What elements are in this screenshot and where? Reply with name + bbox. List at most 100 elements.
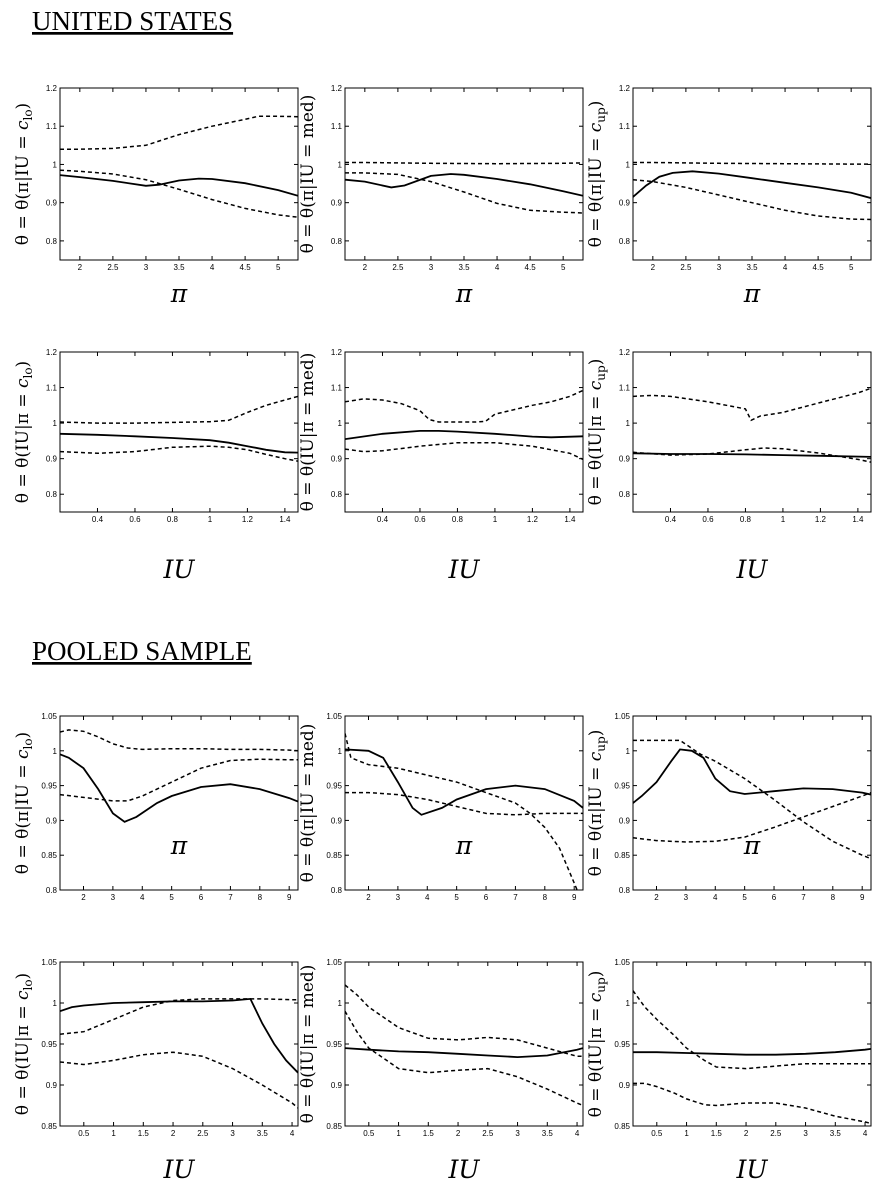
x-tick-label: 1.4 (564, 515, 576, 524)
series-line-dashed-3 (60, 115, 298, 150)
series-line-dashed-3 (633, 161, 871, 165)
x-tick-label: 1 (493, 515, 498, 524)
y-tick-label: 0.85 (41, 851, 57, 860)
y-tick-label: 0.9 (331, 199, 343, 208)
x-tick-label: 5 (169, 893, 174, 902)
x-tick-label: 9 (572, 893, 577, 902)
x-tick-label: 1.2 (242, 515, 254, 524)
x-tick-label: 0.5 (363, 1129, 375, 1138)
x-tick-label: 0.6 (414, 515, 426, 524)
section-title-united-states: UNITED STATES (32, 6, 233, 36)
plot-frame (632, 715, 872, 891)
x-axis-label: IU (163, 1155, 196, 1184)
x-tick-label: 2.5 (482, 1129, 494, 1138)
y-tick-label: 0.8 (619, 886, 631, 895)
y-tick-label: 0.9 (619, 199, 631, 208)
x-tick-label: 8 (831, 893, 836, 902)
series-line-dashed-3 (345, 161, 583, 165)
x-tick-label: 4.5 (240, 263, 252, 272)
plot-frame (59, 351, 299, 513)
x-tick-label: 1.4 (279, 515, 291, 524)
series-line-solid-1 (60, 753, 298, 823)
x-tick-label: 7 (228, 893, 233, 902)
series-line-solid-1 (345, 748, 583, 816)
x-tick-label: 1 (684, 1129, 689, 1138)
x-tick-label: 4 (783, 263, 788, 272)
y-tick-label: 0.8 (331, 886, 343, 895)
series-line-dashed-2 (633, 447, 871, 463)
y-tick-label: 1 (338, 160, 343, 169)
y-tick-label: 1.1 (331, 384, 343, 393)
y-tick-label: 0.95 (41, 1040, 57, 1049)
x-axis-label: π (743, 279, 761, 308)
x-tick-label: 8 (543, 893, 548, 902)
y-tick-label: 1 (626, 419, 631, 428)
y-tick-label: 1 (338, 999, 343, 1008)
x-tick-label: 2 (456, 1129, 461, 1138)
series-line-solid-1 (345, 1047, 583, 1059)
x-tick-label: 1.2 (527, 515, 539, 524)
plot-frame (59, 961, 299, 1127)
y-tick-label: 0.8 (46, 237, 58, 246)
y-tick-label: 0.95 (326, 1040, 342, 1049)
series-line-solid-1 (633, 1048, 871, 1056)
x-tick-label: 0.4 (92, 515, 104, 524)
x-axis-label: π (455, 831, 473, 860)
x-tick-label: 0.8 (167, 515, 179, 524)
x-tick-label: 2 (81, 893, 86, 902)
x-tick-label: 9 (287, 893, 292, 902)
x-tick-label: 3 (803, 1129, 808, 1138)
series-line-dashed-2 (633, 178, 871, 221)
y-tick-label: 0.95 (326, 782, 342, 791)
x-tick-label: 1 (396, 1129, 401, 1138)
y-tick-label: 0.9 (331, 1081, 343, 1090)
x-tick-label: 2 (744, 1129, 749, 1138)
y-tick-label: 0.9 (619, 816, 631, 825)
y-axis-label: θ = θ(π|IU = med) (298, 724, 318, 883)
x-tick-label: 0.8 (740, 515, 752, 524)
plot-frame (632, 961, 872, 1127)
series-line-solid-1 (633, 452, 871, 458)
series-line-solid-1 (633, 170, 871, 199)
series-line-dashed-3 (60, 395, 298, 424)
y-tick-label: 1.2 (331, 348, 343, 357)
x-tick-label: 3 (717, 263, 722, 272)
plot-frame (344, 961, 584, 1127)
x-tick-label: 3 (684, 893, 689, 902)
x-tick-label: 2.5 (770, 1129, 782, 1138)
x-axis-label: IU (736, 1155, 769, 1184)
y-tick-label: 1 (53, 419, 58, 428)
series-line-dashed-3 (345, 1010, 583, 1107)
x-tick-label: 4 (290, 1129, 295, 1138)
series-line-dashed-2 (633, 990, 871, 1070)
y-tick-label: 0.95 (614, 782, 630, 791)
y-tick-label: 0.9 (46, 816, 58, 825)
x-tick-label: 0.5 (78, 1129, 90, 1138)
series-line-dashed-2 (345, 791, 583, 816)
x-tick-label: 2 (651, 263, 656, 272)
y-tick-label: 1.05 (41, 712, 57, 721)
series-line-solid-1 (60, 174, 298, 197)
y-axis-label: θ = θ(π|IU = cup) (586, 730, 608, 877)
y-tick-label: 1.05 (326, 958, 342, 967)
y-tick-label: 0.9 (331, 816, 343, 825)
x-tick-label: 0.6 (129, 515, 141, 524)
chart-panel-9: 0.8 0.85 0.9 0.95 1 1.05 2 3 4 5 6 7 8 9 π θ = θ(π|IU =… (586, 712, 872, 902)
y-tick-label: 1.1 (46, 122, 58, 131)
y-tick-label: 1 (338, 747, 343, 756)
y-tick-label: 1.2 (619, 84, 631, 93)
y-axis-label: θ = θ(IU|π = clo) (13, 973, 35, 1115)
y-axis-label: θ = θ(IU|π = med) (298, 965, 318, 1124)
y-tick-label: 1 (626, 999, 631, 1008)
x-tick-label: 3 (396, 893, 401, 902)
y-tick-label: 0.8 (331, 490, 343, 499)
x-axis-label: π (170, 279, 188, 308)
x-tick-label: 1.5 (423, 1129, 435, 1138)
chart-panel-7: 0.8 0.85 0.9 0.95 1 1.05 2 3 4 5 6 7 8 9 π θ = θ(π|IU =… (13, 712, 299, 902)
x-tick-label: 7 (513, 893, 518, 902)
y-tick-label: 0.85 (614, 1122, 630, 1131)
x-tick-label: 3 (144, 263, 149, 272)
x-tick-label: 3.5 (458, 263, 470, 272)
y-tick-label: 0.85 (326, 1122, 342, 1131)
y-axis-label: θ = θ(IU|π = cup) (586, 359, 608, 506)
